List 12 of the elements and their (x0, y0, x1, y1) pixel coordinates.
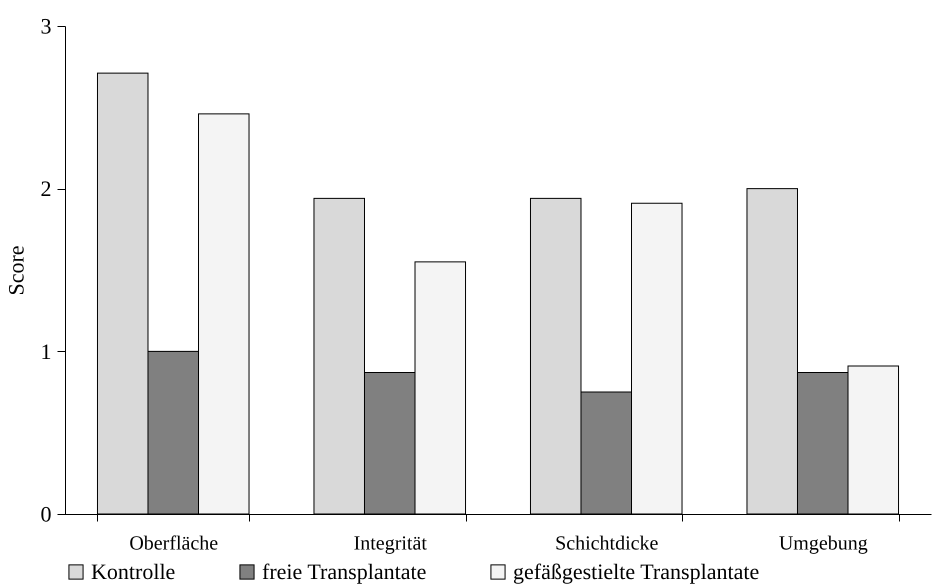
y-axis-title: Score (4, 245, 28, 296)
x-tick-label: Schichtdicke (555, 532, 659, 554)
legend-label: freie Transplantate (262, 559, 426, 584)
x-tick-label: Integrität (354, 532, 428, 554)
y-tick-label: 1 (40, 338, 52, 364)
x-tick-label: Oberfläche (129, 532, 218, 554)
legend-label: gefäßgestielte Transplantate (513, 559, 760, 584)
legend-label: Kontrolle (91, 559, 176, 584)
x-tick-label: Umgebung (778, 532, 868, 554)
y-tick-label: 3 (40, 14, 52, 38)
y-tick-label: 2 (40, 176, 52, 202)
y-tick-label: 0 (40, 502, 52, 526)
